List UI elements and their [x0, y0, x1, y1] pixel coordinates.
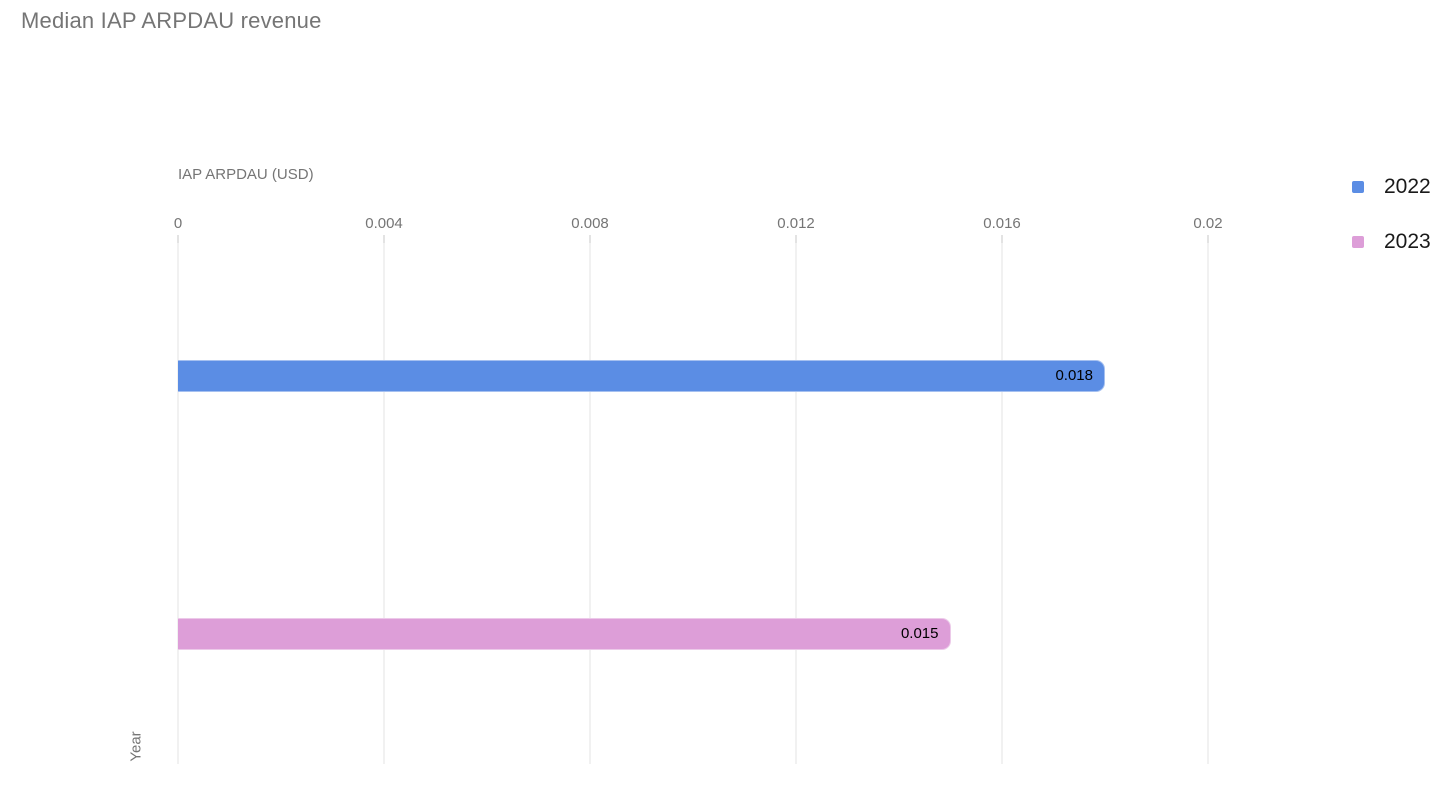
chart-title: Median IAP ARPDAU revenue [21, 8, 322, 33]
y-axis-title: Year [127, 731, 145, 762]
bar-value-label-2022: 0.018 [1055, 367, 1093, 384]
legend-swatch-2023 [1352, 236, 1364, 248]
legend-swatch-2022 [1352, 181, 1364, 193]
gridline [1001, 235, 1003, 764]
gridline [795, 235, 797, 764]
x-axis-title: IAP ARPDAU (USD) [178, 166, 314, 183]
legend-item-2022: 2022 [1352, 175, 1431, 198]
legend: 2022 2023 [1352, 175, 1431, 253]
bar-2023: 0.015 [178, 618, 951, 650]
gridline [177, 235, 179, 764]
x-tick-label: 0.008 [571, 215, 609, 232]
plot-area: 0.018 0.015 [177, 235, 1209, 764]
gridline [1207, 235, 1209, 764]
x-tick-label: 0 [173, 215, 183, 232]
legend-label-2023: 2023 [1384, 230, 1431, 253]
bar-value-label-2023: 0.015 [900, 625, 939, 642]
x-tick-label: 0.004 [365, 215, 403, 232]
gridline [383, 235, 385, 764]
legend-item-2023: 2023 [1352, 230, 1431, 253]
bar-2022: 0.018 [178, 360, 1105, 392]
x-tick-label: 0.02 [1193, 215, 1223, 232]
legend-label-2022: 2022 [1384, 175, 1431, 198]
gridline [589, 235, 591, 764]
x-tick-label: 0.012 [777, 215, 815, 232]
x-axis-tick-labels: 0 0.004 0.008 0.012 0.016 0.02 [174, 215, 1223, 233]
x-tick-label: 0.016 [983, 215, 1021, 232]
